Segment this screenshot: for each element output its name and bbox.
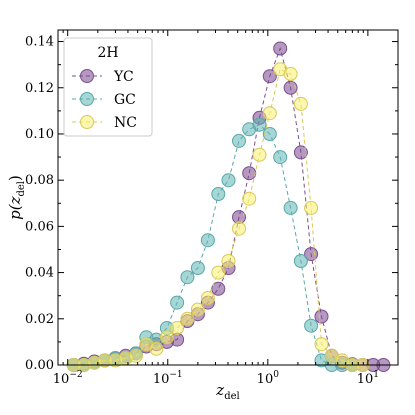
data-point (262, 127, 277, 141)
data-point (180, 270, 195, 285)
data-point (211, 187, 226, 201)
legend: 2H YC GC NC (63, 37, 153, 137)
data-point (221, 173, 236, 188)
y-tick-label: 0.08 (25, 173, 54, 188)
data-point (242, 166, 257, 181)
data-point (180, 311, 195, 326)
data-point (190, 261, 205, 275)
data-point (304, 200, 319, 215)
data-point (149, 341, 164, 356)
legend-label: NC (114, 115, 137, 131)
data-point (304, 247, 319, 262)
y-axis-label-sub: del (16, 181, 27, 197)
x-axis-label-sub: del (224, 391, 240, 402)
data-point (293, 145, 308, 160)
data-point (232, 133, 246, 148)
data-point (211, 281, 226, 296)
data-point (273, 150, 288, 165)
y-tick-label: 0.14 (25, 35, 54, 50)
data-point (293, 96, 308, 111)
plot-series (66, 41, 391, 372)
series-GC (66, 117, 360, 372)
data-point (128, 348, 143, 363)
y-tick-label: 0.06 (25, 219, 54, 234)
data-point (221, 254, 236, 268)
data-point (293, 254, 308, 268)
y-tick-label: 0.12 (25, 81, 54, 96)
data-point (273, 41, 288, 56)
data-point (314, 309, 329, 324)
data-point (200, 291, 215, 305)
series-line-GC (73, 124, 353, 366)
data-point (200, 233, 215, 248)
data-point (262, 69, 277, 84)
y-axis: 0.00 0.02 0.04 0.06 0.08 0.10 0.12 0.14 (25, 35, 398, 373)
data-point (252, 147, 267, 162)
x-tick-label: 100 (257, 370, 280, 387)
legend-marker (80, 92, 94, 106)
data-point (232, 221, 246, 236)
y-axis-label-main: p(z (6, 196, 24, 219)
y-tick-label: 0.02 (25, 312, 54, 327)
legend-entry-YC: YC (72, 69, 134, 85)
data-point (252, 117, 267, 132)
data-point (170, 321, 185, 335)
legend-marker (80, 69, 94, 83)
legend-label: YC (113, 69, 134, 85)
legend-marker (80, 115, 94, 129)
x-tick-label: 10−2 (53, 370, 83, 387)
series-NC (66, 62, 370, 372)
x-tick-label: 10−1 (153, 370, 183, 387)
data-point (190, 302, 205, 317)
data-point (283, 200, 298, 215)
data-point (232, 210, 246, 225)
data-point (262, 106, 277, 121)
x-tick-label: 101 (357, 370, 379, 387)
data-point (159, 330, 174, 345)
y-tick-label: 0.10 (25, 127, 54, 142)
legend-title: 2H (97, 45, 118, 61)
y-axis-label-close: ) (6, 175, 24, 181)
data-point (242, 191, 257, 206)
x-axis: 10−2 10−1 100 101 (53, 30, 399, 387)
data-point (211, 265, 226, 280)
data-point (304, 318, 319, 333)
data-point (283, 66, 298, 81)
data-point (283, 80, 298, 95)
y-tick-label: 0.04 (25, 266, 54, 281)
y-tick-label: 0.00 (25, 358, 54, 373)
legend-entries: YC GC NC (72, 69, 137, 131)
data-point (314, 337, 329, 352)
legend-box (63, 37, 153, 137)
x-axis-label-main: z (215, 381, 224, 399)
legend-label: GC (114, 92, 136, 108)
x-axis-label: zdel (215, 381, 239, 402)
data-point (170, 295, 185, 310)
legend-entry-GC: GC (72, 92, 136, 108)
legend-entry-NC: NC (72, 115, 137, 131)
y-axis-label: p(zdel) (6, 175, 27, 220)
